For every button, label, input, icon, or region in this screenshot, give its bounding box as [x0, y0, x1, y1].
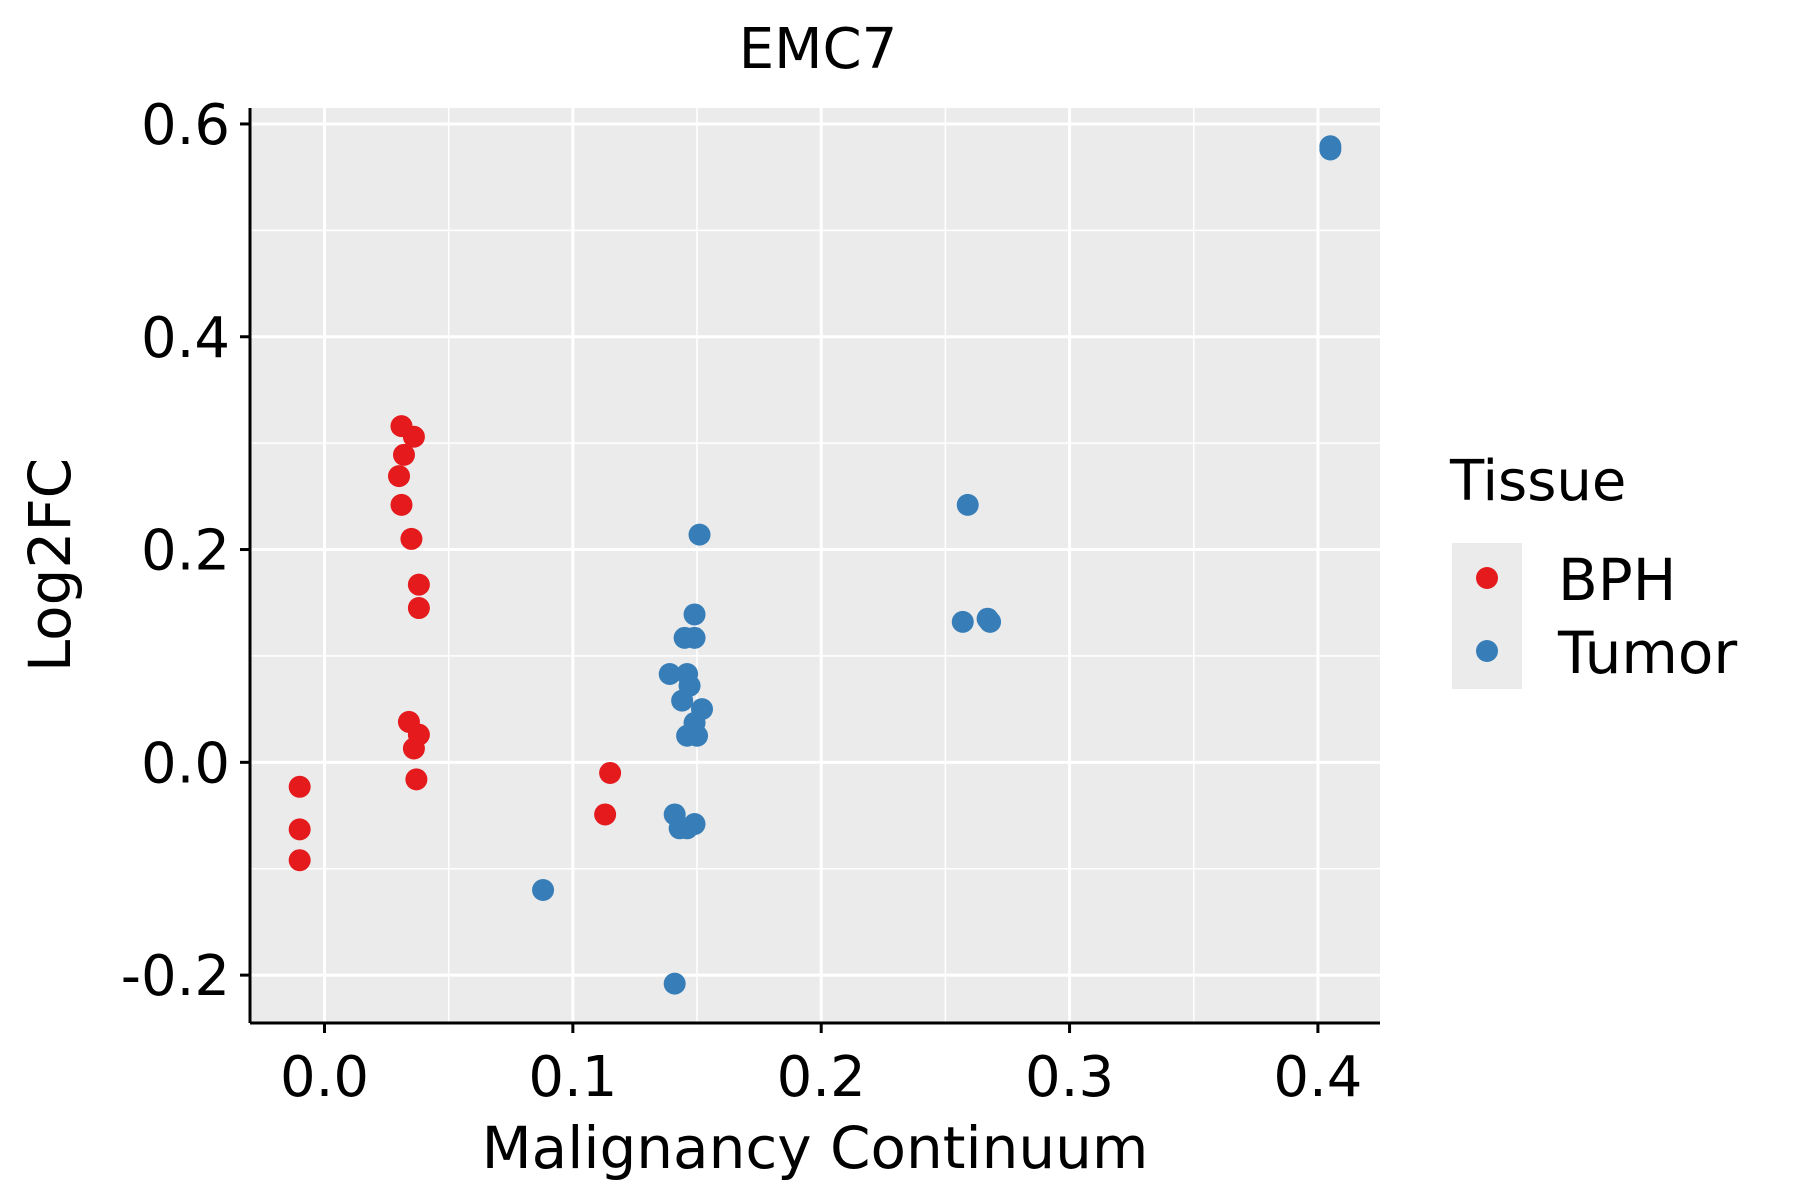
data-point-bph	[400, 527, 423, 550]
legend-key-bph	[1476, 567, 1498, 589]
data-point-bph	[402, 425, 425, 448]
data-point-tumor	[951, 610, 974, 633]
data-points	[288, 135, 1342, 995]
data-point-tumor	[663, 972, 686, 995]
data-point-bph	[599, 761, 622, 784]
x-tick-label: 0.4	[1273, 1045, 1362, 1110]
data-point-bph	[594, 803, 617, 826]
chart-title: EMC7	[739, 17, 897, 82]
legend-key-tumor	[1476, 640, 1498, 662]
legend-label-bph: BPH	[1558, 546, 1676, 614]
data-point-bph	[407, 597, 430, 620]
data-point-tumor	[658, 663, 681, 686]
data-point-tumor	[683, 813, 706, 836]
x-tick-label: 0.1	[528, 1045, 617, 1110]
data-point-bph	[407, 573, 430, 596]
data-point-tumor	[979, 610, 1002, 633]
plot-panel	[250, 108, 1380, 1023]
major-gridlines	[250, 108, 1380, 1023]
x-axis-label: Malignancy Continuum	[482, 1114, 1149, 1182]
x-tick-label: 0.2	[777, 1045, 866, 1110]
data-point-tumor	[683, 626, 706, 649]
x-tick-label: 0.3	[1025, 1045, 1114, 1110]
y-tick-label: 0.2	[141, 519, 230, 584]
y-axis-ticks: -0.2 0.0 0.2 0.4 0.6	[121, 93, 250, 1009]
data-point-bph	[388, 465, 411, 488]
data-point-bph	[390, 493, 413, 516]
data-point-bph	[288, 775, 311, 798]
data-point-bph	[288, 849, 311, 872]
data-point-bph	[288, 818, 311, 841]
x-axis-ticks: 0.0 0.1 0.2 0.3 0.4	[280, 1023, 1362, 1110]
y-tick-label: 0.4	[141, 306, 230, 371]
data-point-tumor	[686, 724, 709, 747]
data-point-bph	[405, 768, 428, 791]
data-point-tumor	[1319, 138, 1342, 161]
data-point-tumor	[688, 523, 711, 546]
legend-label-tumor: Tumor	[1557, 619, 1737, 687]
y-tick-label: 0.0	[141, 731, 230, 796]
legend-title: Tissue	[1449, 449, 1626, 514]
y-tick-label: 0.6	[141, 93, 230, 158]
x-tick-label: 0.0	[280, 1045, 369, 1110]
y-axis-label: Log2FC	[16, 458, 84, 672]
minor-gridlines	[250, 108, 1380, 1023]
data-point-tumor	[532, 879, 555, 902]
data-point-tumor	[956, 493, 979, 516]
legend: Tissue BPH Tumor	[1449, 449, 1737, 689]
legend-key-background	[1452, 543, 1522, 689]
y-tick-label: -0.2	[121, 944, 230, 1009]
data-point-bph	[392, 443, 415, 466]
data-point-tumor	[683, 603, 706, 626]
data-point-tumor	[671, 689, 694, 712]
data-point-bph	[402, 737, 425, 760]
